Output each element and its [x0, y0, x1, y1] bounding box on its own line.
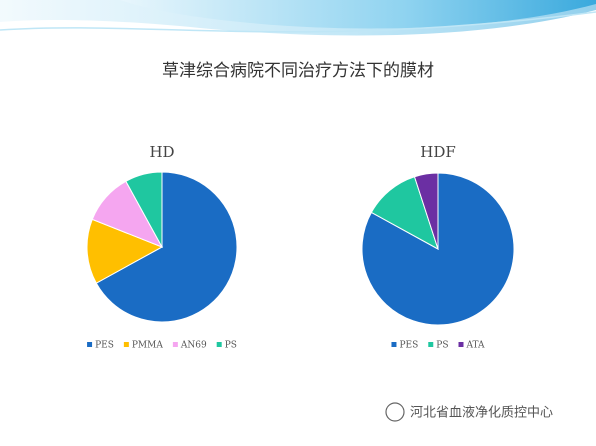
- legend-swatch: [458, 342, 464, 347]
- legend-label: ATA: [466, 341, 486, 351]
- watermark-text: 河北省血液净化质控中心: [410, 406, 553, 421]
- pie-slice: [86, 218, 164, 284]
- pie-slice: [413, 172, 439, 250]
- legend: PES PS ATA: [391, 341, 485, 351]
- legend-swatch: [87, 342, 93, 347]
- pie-slice: [95, 171, 238, 323]
- legend-label: AN69: [180, 341, 207, 351]
- legend-swatch: [123, 342, 129, 347]
- chart-title: HD: [149, 143, 174, 161]
- legend-label: PS: [436, 341, 448, 351]
- header-decoration: [0, 0, 596, 36]
- legend-swatch: [172, 342, 178, 347]
- legend-swatch: [428, 342, 434, 347]
- legend-label: PS: [225, 341, 237, 351]
- watermark: 河北省血液净化质控中心: [385, 402, 553, 422]
- legend: PES PMMA AN69 PS: [87, 341, 237, 351]
- legend-label: PES: [95, 341, 114, 351]
- legend-label: PES: [399, 341, 418, 351]
- legend-swatch: [216, 342, 222, 347]
- pie-slice: [125, 171, 163, 248]
- legend-swatch: [391, 342, 397, 347]
- legend-label: PMMA: [132, 341, 163, 351]
- slide-title: 草津综合病院不同治疗方法下的膜材: [162, 61, 434, 81]
- chart-title: HDF: [420, 143, 456, 161]
